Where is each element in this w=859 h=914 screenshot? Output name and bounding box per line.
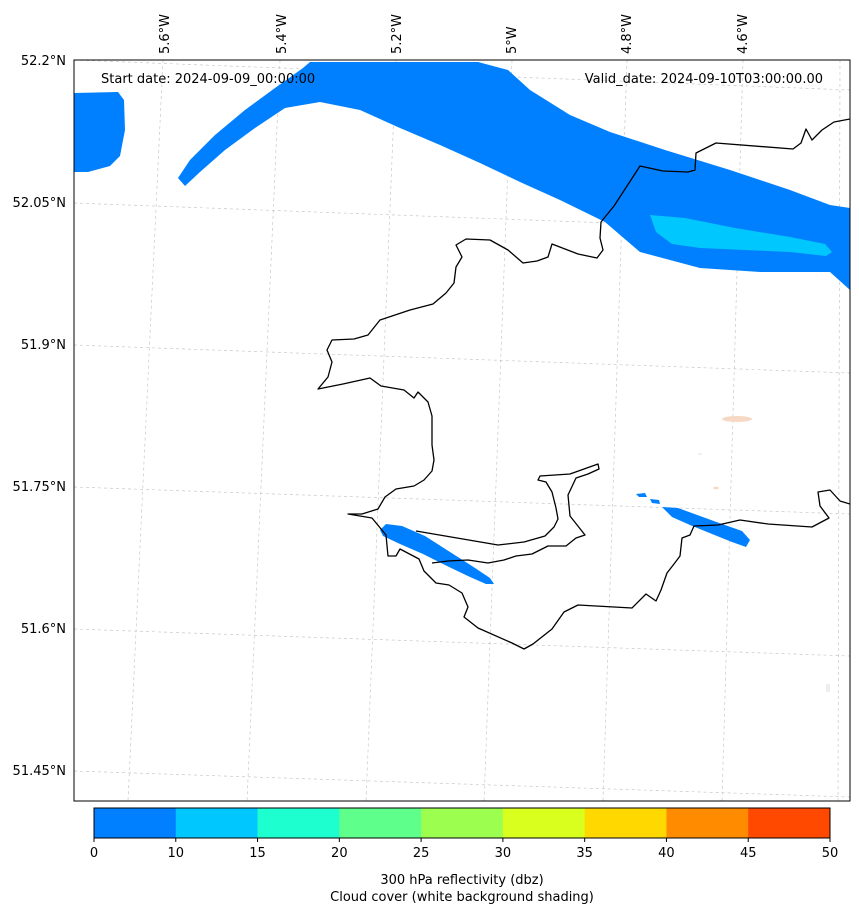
lon-label: 5.2°W	[390, 14, 405, 54]
lat-label: 52.2°N	[21, 54, 66, 69]
colorbar-label-line2: Cloud cover (white background shading)	[330, 890, 594, 905]
weak-echo-dot-2	[698, 453, 702, 455]
colorbar-segment	[748, 808, 831, 838]
coastline	[317, 118, 850, 650]
lat-label: 51.45°N	[13, 764, 66, 779]
lat-label: 52.05°N	[13, 196, 66, 211]
lon-label: 4.6°W	[736, 14, 751, 54]
colorbar-tick-label: 10	[168, 846, 185, 861]
colorbar-tick-label: 15	[249, 846, 266, 861]
reflectivity-streak-east	[662, 507, 750, 547]
colorbar-label-line1: 300 hPa reflectivity (dbz)	[380, 873, 543, 888]
colorbar-tick-label: 20	[331, 846, 348, 861]
map-area	[74, 60, 850, 801]
lon-label: 4.8°W	[620, 14, 635, 54]
weak-echo-dot-3	[826, 684, 830, 692]
colorbar-segment	[666, 808, 749, 838]
colorbar-tick-label: 25	[413, 846, 430, 861]
colorbar-tick-label: 45	[740, 846, 757, 861]
colorbar-tick-label: 40	[658, 846, 675, 861]
colorbar-tick-label: 0	[90, 846, 98, 861]
reflectivity-core-north	[650, 215, 832, 256]
coastline-estuary	[415, 463, 600, 564]
reflectivity-streak-south	[380, 524, 494, 584]
colorbar-frame	[93, 807, 831, 839]
colorbar-segment	[502, 808, 586, 838]
colorbar: 0 10 15 20 25 30 35 40 45 50	[90, 807, 839, 861]
colorbar-tick-label: 35	[576, 846, 593, 861]
colorbar-tick-label: 50	[822, 846, 839, 861]
reflectivity-shading	[74, 62, 850, 692]
weak-echo-blob	[722, 416, 752, 422]
lat-label: 51.75°N	[13, 480, 66, 495]
colorbar-segment	[339, 808, 422, 838]
map-frame	[73, 59, 851, 802]
reflectivity-fleck-1	[636, 493, 647, 497]
colorbar-tick-label: 30	[495, 846, 512, 861]
colorbar-segment	[94, 808, 177, 838]
coastline-main	[317, 118, 850, 650]
longitude-labels: 5.6°W 5.4°W 5.2°W 5°W 4.8°W 4.6°W	[158, 14, 751, 54]
valid-date-label: Valid_date: 2024-09-10T03:00:00.00	[585, 72, 823, 87]
colorbar-segment	[175, 808, 259, 838]
lon-label: 5°W	[505, 26, 520, 54]
reflectivity-fleck-2	[650, 499, 660, 504]
colorbar-segment	[257, 808, 340, 838]
lat-label: 51.9°N	[21, 338, 66, 353]
reflectivity-area-west	[74, 92, 125, 172]
lat-label: 51.6°N	[21, 622, 66, 637]
latitude-labels: 52.2°N 52.05°N 51.9°N 51.75°N 51.6°N 51.…	[13, 54, 66, 779]
lon-label: 5.6°W	[158, 14, 173, 54]
weak-echo-dot-1	[713, 486, 719, 490]
lon-label: 5.4°W	[275, 14, 290, 54]
start-date-label: Start date: 2024-09-09_00:00:00	[101, 72, 315, 87]
graticule	[74, 60, 850, 801]
colorbar-segment	[584, 808, 667, 838]
colorbar-segment	[421, 808, 504, 838]
